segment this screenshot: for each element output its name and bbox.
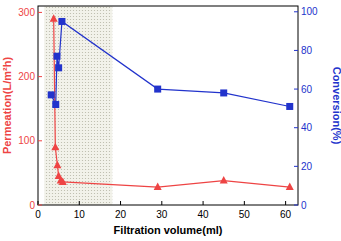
y2-tick-label: 60 [301,84,313,95]
y-tick [38,12,42,13]
y2-tick [294,50,298,51]
y2-tick [294,11,298,12]
marker [55,64,62,71]
y2-tick-label: 0 [301,200,307,211]
marker [50,14,58,21]
y-tick-label: 200 [18,71,35,82]
y-tick [38,205,42,206]
plot-frame [38,6,298,205]
y2-tick [294,127,298,128]
series-line [51,21,290,106]
y2-tick-label: 20 [301,161,313,172]
chart: 0 10 20 30 40 50 60 0 100 200 300 0 20 40 60 80 100 Filtr… [0,0,341,241]
x-tick-label: 0 [35,209,41,220]
marker [58,18,65,25]
x-tick-label: 50 [239,209,251,220]
y-tick-label: 0 [29,200,35,211]
y2-tick-label: 100 [301,6,318,17]
y2-tick [294,166,298,167]
x-axis-label: Filtration volume(ml) [114,224,223,236]
x-tick-label: 20 [115,209,127,220]
x-tick [79,201,80,205]
y-tick-label: 300 [18,7,35,18]
x-tick [161,201,162,205]
y2-tick [294,89,298,90]
marker [52,101,59,108]
marker [59,177,67,185]
y-tick [38,76,42,77]
x-tick [285,201,286,205]
x-tick [120,201,121,205]
x-tick [244,201,245,205]
marker [154,183,162,191]
x-tick-label: 60 [280,209,292,220]
marker [53,161,61,169]
marker [220,89,227,96]
y2-tick-label: 80 [301,45,313,56]
y-tick [38,140,42,141]
x-tick-label: 30 [156,209,168,220]
x-tick [203,201,204,205]
y-axis-label: Permeation(L/m²h) [1,57,13,155]
marker [51,143,59,151]
y2-axis-label: Conversion(%) [331,67,341,145]
series-line [54,19,290,187]
y2-tick [294,205,298,206]
marker [48,91,55,98]
marker [286,103,293,110]
x-tick-label: 10 [74,209,86,220]
x-tick-label: 40 [198,209,210,220]
marker [53,53,60,60]
plot-area [44,6,294,205]
marker [154,86,161,93]
marker [286,183,294,191]
marker [220,176,228,184]
x-tick [38,201,39,205]
y-tick-label: 100 [18,135,35,146]
y2-tick-label: 40 [301,122,313,133]
